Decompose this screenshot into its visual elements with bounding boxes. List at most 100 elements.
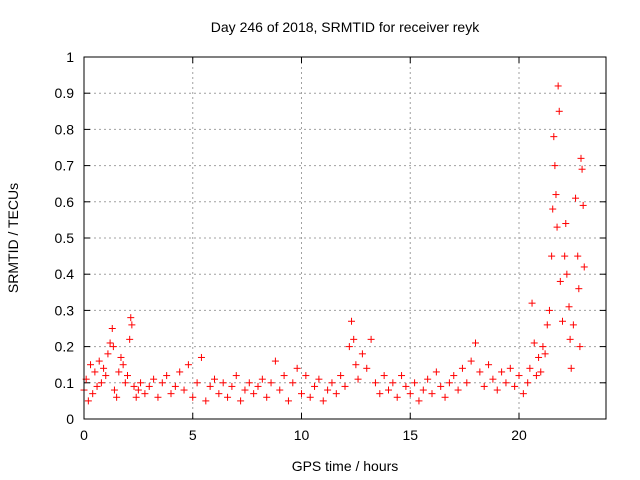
- data-point: [535, 353, 543, 361]
- data-point: [543, 321, 551, 329]
- data-point: [519, 390, 527, 398]
- data-points: [80, 82, 588, 405]
- data-point: [553, 223, 561, 231]
- data-point: [569, 321, 577, 329]
- data-point: [128, 321, 136, 329]
- data-point: [126, 335, 134, 343]
- data-point: [432, 368, 440, 376]
- data-point: [189, 393, 197, 401]
- data-point: [241, 386, 249, 394]
- data-point: [530, 339, 538, 347]
- data-point: [380, 372, 388, 380]
- data-point: [528, 299, 536, 307]
- data-point: [102, 372, 110, 380]
- data-point: [100, 364, 108, 372]
- axis-ticks: 00.10.20.30.40.50.60.70.80.910 5 10 15 20: [55, 49, 606, 443]
- data-point: [176, 368, 184, 376]
- data-point: [163, 372, 171, 380]
- data-point: [551, 162, 559, 170]
- data-point: [577, 154, 585, 162]
- y-tick-label: 0.1: [55, 375, 75, 391]
- data-point: [480, 382, 488, 390]
- data-point: [276, 386, 284, 394]
- data-point: [124, 372, 131, 380]
- data-point: [575, 285, 583, 293]
- data-point: [506, 364, 514, 372]
- data-point: [545, 306, 553, 314]
- data-point: [389, 379, 397, 387]
- data-point: [109, 343, 117, 351]
- data-point: [572, 194, 580, 202]
- data-point: [332, 390, 340, 398]
- data-point: [419, 386, 427, 394]
- y-tick-label: 0.4: [55, 266, 75, 282]
- data-point: [232, 372, 240, 380]
- data-point: [337, 372, 345, 380]
- data-point: [502, 379, 510, 387]
- data-point: [574, 252, 582, 260]
- data-point: [561, 252, 569, 260]
- data-point: [467, 357, 475, 365]
- data-point: [271, 357, 279, 365]
- data-point: [108, 325, 116, 332]
- data-point: [113, 393, 121, 401]
- data-point: [306, 393, 314, 401]
- data-point: [367, 335, 375, 343]
- data-point: [167, 390, 175, 398]
- data-point: [298, 390, 305, 398]
- data-point: [354, 375, 362, 383]
- data-point: [145, 382, 153, 390]
- data-point: [493, 386, 501, 394]
- data-point: [463, 379, 471, 387]
- data-point: [363, 364, 371, 372]
- data-point: [498, 368, 506, 376]
- data-point: [104, 350, 112, 358]
- data-point: [311, 382, 319, 390]
- data-point: [267, 379, 275, 387]
- y-tick-label: 0.2: [55, 339, 75, 355]
- data-point: [134, 386, 142, 394]
- data-point: [555, 107, 563, 115]
- data-point: [132, 393, 140, 401]
- data-point: [428, 390, 436, 398]
- data-point: [95, 357, 103, 365]
- data-point: [89, 390, 97, 398]
- data-point: [411, 379, 419, 387]
- data-point: [93, 382, 101, 390]
- data-point: [237, 397, 245, 405]
- data-point: [228, 382, 236, 390]
- y-tick-label: 0.8: [55, 121, 75, 137]
- data-point: [376, 390, 384, 398]
- data-point: [393, 393, 401, 401]
- data-point: [154, 393, 162, 401]
- data-point: [127, 314, 135, 322]
- y-tick-label: 0.7: [55, 158, 75, 174]
- data-point: [565, 303, 573, 311]
- data-point: [254, 382, 262, 390]
- data-point: [566, 335, 574, 343]
- data-point: [580, 263, 588, 271]
- data-point: [315, 375, 323, 383]
- data-point: [350, 335, 358, 343]
- data-point: [548, 252, 556, 260]
- data-point: [97, 379, 105, 387]
- data-point: [371, 379, 379, 387]
- data-point: [511, 382, 519, 390]
- data-point: [115, 368, 123, 376]
- data-point: [84, 397, 92, 405]
- data-point: [263, 393, 271, 401]
- data-point: [324, 386, 332, 394]
- data-point: [284, 397, 292, 405]
- data-point: [106, 339, 114, 347]
- data-point: [319, 397, 327, 405]
- data-point: [550, 133, 558, 141]
- data-point: [445, 379, 453, 387]
- data-point: [537, 368, 545, 376]
- data-point: [348, 317, 356, 325]
- data-point: [121, 379, 129, 387]
- data-point: [515, 372, 523, 380]
- data-point: [424, 375, 432, 383]
- data-point: [385, 386, 392, 394]
- data-point: [150, 375, 158, 383]
